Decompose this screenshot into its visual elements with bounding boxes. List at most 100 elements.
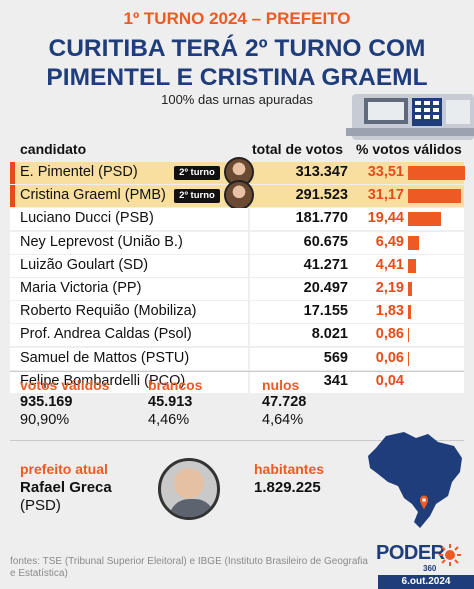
brand-logo-sub: 360 [423,564,437,573]
table-row: Luciano Ducci (PSB) 181.770 19,44 [10,208,464,231]
vote-pct-label: 2,19 [375,280,404,296]
mayor-label: prefeito atual [20,461,108,477]
cell-background [250,208,354,231]
vote-total: 291.523 [295,187,348,204]
candidate-photo [224,180,254,211]
table-row: E. Pimentel (PSD) 2º turno 313.347 33,51 [10,157,466,187]
divider [10,440,464,441]
vote-total: 41.271 [303,256,348,273]
column-header-candidate: candidato [20,141,87,157]
divider [10,371,464,372]
subtitle: 100% das urnas apuradas [161,92,313,107]
second-round-badge: 2º turno [174,189,220,204]
candidate-name: Felipe Bombardelli (PCO) [20,372,186,389]
vote-total: 313.347 [295,164,348,180]
vote-total: 181.770 [295,210,348,227]
mayor-photo [158,458,220,520]
date-badge: 6.out.2024 [378,575,474,589]
ballot-box-icon [346,94,474,140]
column-header-pct: % votos válidos [356,141,462,157]
cell-background [250,370,354,393]
table-row: Prof. Andrea Caldas (Psol) 8.021 0,86 [10,324,464,347]
vote-bar [408,305,412,320]
population-value: 1.829.225 [254,479,321,496]
cell-background [250,231,354,254]
vote-total: 60.675 [303,233,348,250]
population-label: habitantes [254,461,325,477]
cell-background [10,370,248,393]
vote-pct-label: 31,17 [367,187,404,204]
table-row: Cristina Graeml (PMB) 2º turno 291.523 31,1… [10,180,464,211]
vote-bar [408,166,466,180]
highlight-marker [10,162,15,184]
candidate-name: Ney Leprevost (União B.) [20,233,183,250]
null-votes-value: 47.728 [262,394,307,410]
cell-background [10,301,248,324]
vote-bar [408,282,412,296]
cell-background [10,347,248,370]
highlight-marker [10,185,15,208]
table-row: Felipe Bombardelli (PCO) 341 0,04 [10,370,464,393]
vote-pct-label: 0,04 [375,372,404,389]
vote-total: 8.021 [311,326,348,343]
cell-background [250,254,354,277]
brazil-map-icon [368,432,462,528]
cell-background [10,231,248,254]
table-row: Roberto Requião (Mobiliza) 17.155 1,83 [10,301,464,324]
candidate-name: Prof. Andrea Caldas (Psol) [20,326,192,343]
mayor-party: (PSD) [20,497,61,514]
vote-pct-label: 1,83 [375,303,404,320]
brand-logo: PODER [376,542,445,564]
column-header-votes: total de votos [252,141,344,157]
cell-background [10,208,248,231]
null-votes-label: nulos [262,377,300,393]
vote-pct-label: 0,86 [375,326,404,343]
candidate-name: Luizão Goulart (SD) [20,256,149,273]
cell-background [250,347,354,370]
vote-bar [408,258,416,273]
sun-logo-icon [439,544,461,566]
cell-background [250,278,354,300]
valid-votes-label: votos válidos [20,377,110,393]
vote-pct-label: 19,44 [367,210,404,227]
vote-total: 20.497 [303,280,348,296]
cell-background [354,370,464,393]
vote-pct-label: 4,41 [375,256,404,273]
cell-background [10,278,248,300]
table-row: Luizão Goulart (SD) 41.271 4,41 [10,254,464,277]
blank-votes-label: brancos [148,377,203,393]
headline-line-2: PIMENTEL E CRISTINA GRAEML [46,64,428,91]
headline: CURITIBA TERÁ 2º TURNO COM PIMENTEL E CR… [0,34,474,92]
vote-total: 569 [323,349,348,366]
candidate-name: Luciano Ducci (PSB) [20,210,154,227]
vote-total: 341 [323,372,348,389]
candidate-name: E. Pimentel (PSD) [20,164,138,180]
valid-votes-value: 935.169 [20,394,73,410]
table-row: Samuel de Mattos (PSTU) 569 0,06 [10,347,464,370]
vote-pct-label: 33,51 [367,164,404,180]
sources-note: fontes: TSE (Tribunal Superior Eleitoral… [10,556,368,579]
mayor-name: Rafael Greca [20,479,112,496]
cell-background [250,324,354,347]
candidate-name: Roberto Requião (Mobiliza) [20,303,197,320]
valid-votes-pct: 90,90% [20,412,70,428]
vote-bar [408,189,462,204]
cell-background [250,301,354,324]
cell-background [354,347,464,370]
kicker: 1º TURNO 2024 – PREFEITO [123,9,351,28]
null-votes-pct: 4,64% [262,412,304,428]
cell-background [10,324,248,347]
headline-line-1: CURITIBA TERÁ 2º TURNO COM [48,35,426,62]
vote-bar [408,328,410,343]
table-row: Maria Victoria (PP) 20.497 2,19 [10,278,464,300]
vote-total: 17.155 [303,303,348,320]
second-round-badge: 2º turno [174,166,220,180]
vote-bar [408,212,442,227]
candidate-name: Maria Victoria (PP) [20,280,142,296]
vote-pct-label: 6,49 [375,233,404,250]
table-row: Ney Leprevost (União B.) 60.675 6,49 [10,231,464,254]
vote-pct-label: 0,06 [375,349,404,366]
candidate-name: Cristina Graeml (PMB) [20,187,166,204]
vote-bar [408,235,420,250]
blank-votes-value: 45.913 [148,394,193,410]
